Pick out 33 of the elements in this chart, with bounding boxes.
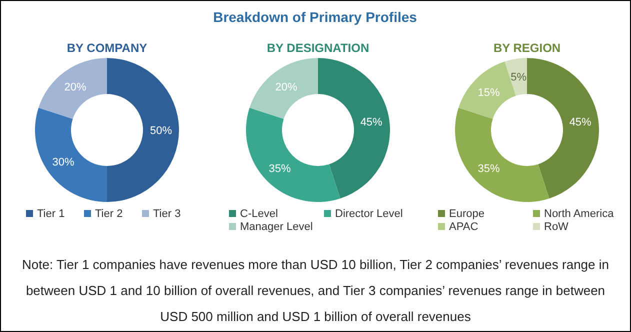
data-label: 20% [64,81,86,94]
legend-label: North America [544,208,615,220]
legend-label: C-Level [240,208,278,220]
legend-label: APAC [449,221,478,233]
donut-slice [318,58,390,198]
donut-slice [107,58,179,202]
data-label: 45% [360,116,383,129]
donut-slice [246,108,340,202]
donut-slice [38,58,107,119]
legend-label: RoW [544,221,570,233]
data-label: 20% [275,81,298,94]
chart-title: BY DESIGNATION [266,41,370,55]
chart-title: BY COMPANY [66,41,148,55]
legend-label: Director Level [335,208,403,220]
text: Note: Tier 1 companies have revenues more than USD 10 billion, Tier 2 companies’ revenues range in between USD 1 and 10 billion of overall revenues, and Tier 3 companies’ revenues range in between USD 500 million and USD 1 billion of overall revenues [21,256,610,326]
donut-slice [35,108,107,202]
data-label: 15% [478,86,500,99]
legend-label: Europe [449,208,484,220]
data-label: 35% [478,163,500,176]
data-label: 50% [150,125,172,137]
donut-slice [250,58,318,119]
legend-label: Manager Level [240,221,313,233]
data-label: 45% [569,116,592,129]
chart-title: BY REGION [493,41,561,55]
data-label: 30% [52,156,75,169]
legend-label: Tier 3 [153,208,181,220]
legend-label: Tier 2 [95,208,123,220]
donut-slice [527,58,599,198]
text: Breakdown of Primary Profiles [213,9,418,25]
data-label: 5% [510,72,527,84]
donut-slice [455,108,550,202]
legend-label: Tier 1 [37,208,65,220]
data-label: 35% [268,163,292,176]
